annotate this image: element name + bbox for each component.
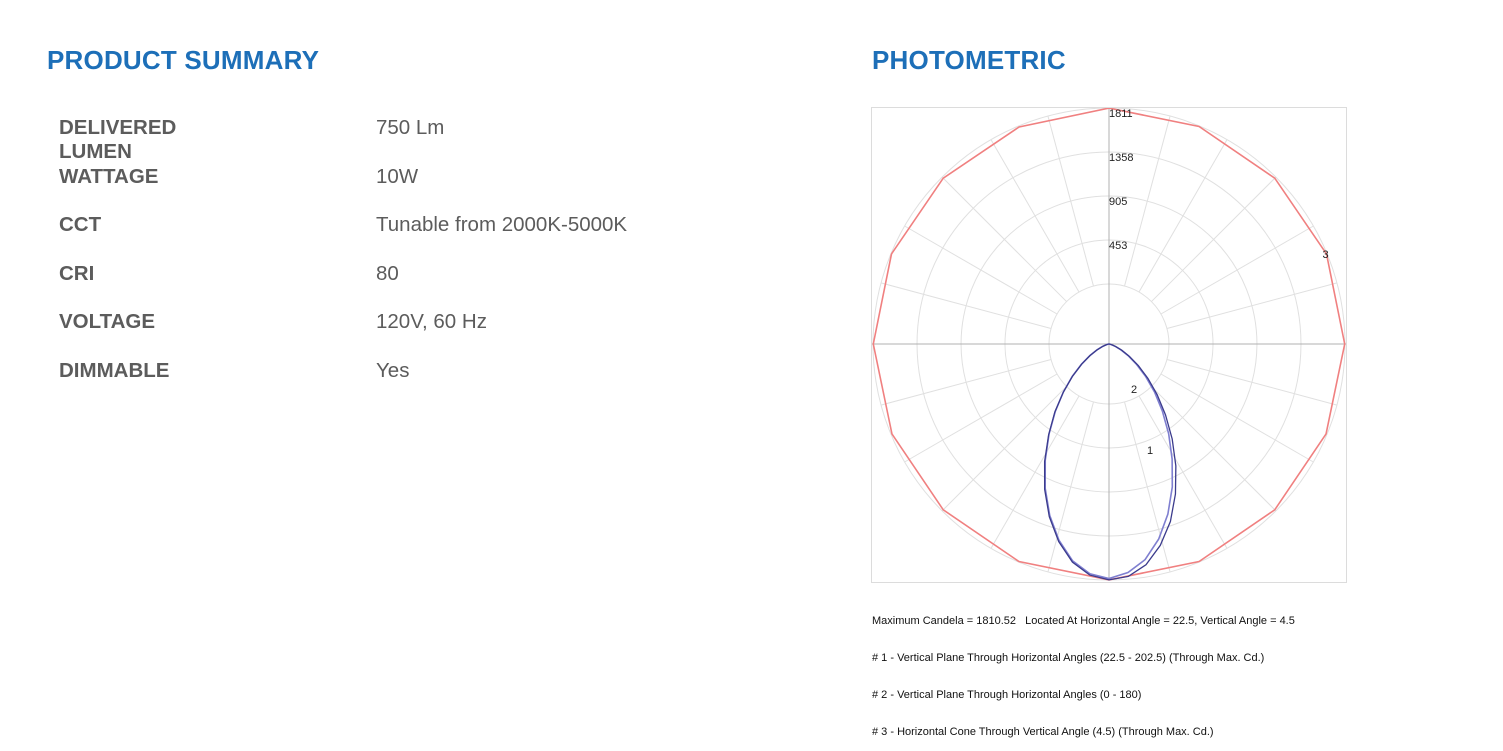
legend-series-3: # 3 - Horizontal Cone Through Vertical A… bbox=[872, 726, 1214, 739]
photometric-title: PHOTOMETRIC bbox=[872, 45, 1066, 75]
spec-value: 80 bbox=[376, 261, 399, 285]
tick-label: 905 bbox=[1109, 196, 1127, 208]
spec-value: 10W bbox=[376, 164, 419, 188]
polar-labels: 453 905 1358 1811 1 2 3 bbox=[1109, 108, 1329, 457]
tick-label: 1811 bbox=[1109, 108, 1133, 120]
legend-series-2: # 2 - Vertical Plane Through Horizontal … bbox=[872, 689, 1142, 702]
spec-value: 750 Lm bbox=[376, 116, 445, 139]
spec-label: DIMMABLE bbox=[59, 358, 170, 382]
polar-grid bbox=[872, 108, 1346, 581]
spec-value: Tunable from 2000K-5000K bbox=[376, 213, 628, 237]
series-1-vertical-plane bbox=[1043, 343, 1177, 581]
series-label-2: 2 bbox=[1131, 384, 1137, 396]
spec-label: VOLTAGE bbox=[59, 310, 156, 334]
spec-label: WATTAGE bbox=[59, 164, 159, 188]
photometric-polar-chart: 453 905 1358 1811 1 2 3 bbox=[871, 107, 1347, 583]
tick-label: 1358 bbox=[1109, 152, 1133, 164]
spec-label: DELIVERED LUMEN bbox=[59, 116, 177, 163]
photometric-legend: Maximum Candela = 1810.52 Located At Hor… bbox=[872, 590, 1295, 751]
series-label-3: 3 bbox=[1322, 249, 1328, 261]
spec-label: CCT bbox=[59, 213, 102, 237]
legend-series-1: # 1 - Vertical Plane Through Horizontal … bbox=[872, 652, 1265, 665]
spec-label: CRI bbox=[59, 261, 95, 285]
product-summary-title: PRODUCT SUMMARY bbox=[47, 45, 320, 75]
tick-label: 453 bbox=[1109, 240, 1127, 252]
polar-series bbox=[872, 108, 1346, 581]
legend-max-candela: Maximum Candela = 1810.52 Located At Hor… bbox=[872, 614, 1295, 627]
spec-value: 120V, 60 Hz bbox=[376, 310, 487, 334]
series-label-1: 1 bbox=[1147, 445, 1153, 457]
spec-value: Yes bbox=[376, 358, 410, 382]
polar-chart-svg: 453 905 1358 1811 1 2 3 bbox=[872, 108, 1346, 581]
